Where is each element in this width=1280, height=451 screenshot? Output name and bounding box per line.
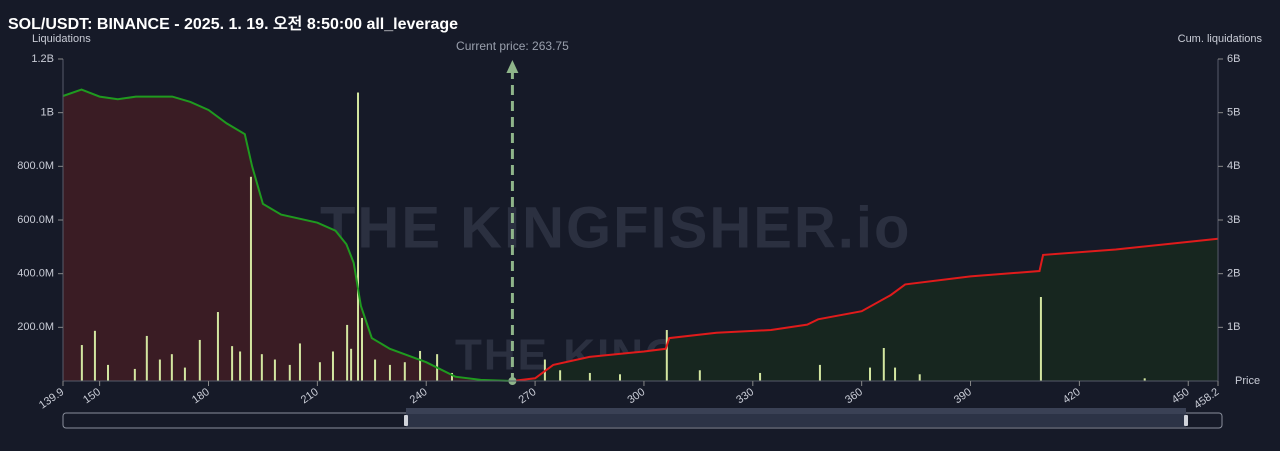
bar (869, 367, 872, 381)
bar (198, 339, 201, 381)
chart-title: SOL/USDT: BINANCE - 2025. 1. 19. 오전 8:50… (8, 15, 458, 33)
x-tick-label: 150 (81, 386, 103, 406)
bar (298, 343, 301, 381)
x-tick-label: 180 (190, 386, 212, 406)
bar (894, 367, 897, 381)
bar (133, 368, 136, 381)
bar (698, 370, 701, 381)
y-tick-label: 1.2B (31, 53, 54, 65)
bar-layer (80, 92, 1146, 382)
x-tick-label: 450 (1170, 386, 1192, 406)
bar (249, 176, 252, 381)
y2-tick-label: 5B (1227, 107, 1240, 119)
cumulative-line (512, 237, 1219, 382)
bar (331, 351, 334, 381)
y-tick-label: 200.0M (17, 321, 54, 333)
bar (80, 345, 83, 381)
bar (288, 364, 291, 381)
bar (350, 348, 353, 381)
bar (273, 359, 276, 381)
bar (357, 92, 360, 382)
bar (588, 372, 591, 381)
bar (106, 364, 109, 381)
bar (618, 374, 621, 381)
bar (216, 312, 219, 381)
current-price-label: Current price: 263.75 (456, 39, 569, 53)
y2-tick-label: 4B (1227, 160, 1240, 172)
bar (239, 351, 242, 381)
bar (665, 330, 668, 381)
bar (231, 346, 234, 381)
y2-tick-label: 6B (1227, 53, 1240, 65)
y2-tick-label: 1B (1227, 321, 1240, 333)
y2-axis-label: Cum. liquidations (1178, 33, 1263, 45)
x-tick-label: 139.9 (37, 386, 66, 412)
x-tick-label: 210 (299, 386, 321, 406)
bar (818, 364, 821, 381)
navigator[interactable] (62, 408, 1223, 429)
y-tick-label: 600.0M (17, 214, 54, 226)
x-tick-label: 300 (625, 386, 647, 406)
bar (403, 362, 406, 381)
y-axis-label: Liquidations (32, 33, 91, 45)
y-tick-label: 800.0M (17, 160, 54, 172)
x-tick-label: 458.2 (1192, 386, 1221, 412)
y2-tick-label: 3B (1227, 214, 1240, 226)
bar (361, 317, 364, 381)
cumulative-line (62, 88, 513, 382)
bar (318, 362, 321, 381)
y-tick-label: 400.0M (17, 268, 54, 280)
bar (450, 372, 453, 381)
bar (918, 374, 921, 381)
bar (1039, 297, 1042, 381)
bar (559, 370, 562, 381)
bar (170, 354, 173, 381)
bar (882, 347, 885, 381)
line-layer (62, 60, 1219, 385)
x-axis-label: Price (1235, 375, 1260, 387)
bar (93, 330, 96, 381)
watermark: THE KINGFISHER.io (320, 195, 911, 260)
x-tick-label: 390 (952, 386, 974, 406)
bar (1143, 378, 1146, 381)
current-price-arrow (506, 60, 519, 73)
bar (158, 359, 161, 381)
navigator-left-handle[interactable] (404, 415, 408, 426)
bar (374, 359, 377, 381)
bar (419, 350, 422, 381)
navigator-right-handle[interactable] (1184, 415, 1188, 426)
x-tick-label: 330 (734, 386, 756, 406)
bar (183, 367, 186, 381)
bar (388, 364, 391, 381)
x-tick-label: 240 (408, 386, 430, 406)
bar (260, 354, 263, 381)
x-tick-label: 270 (517, 386, 539, 406)
y-tick-label: 1B (41, 107, 54, 119)
x-tick-label: 360 (843, 386, 865, 406)
navigator-handle-bar[interactable] (406, 408, 1186, 415)
y2-tick-label: 2B (1227, 268, 1240, 280)
bar (759, 372, 762, 381)
cumulative-area (63, 89, 513, 381)
bar (145, 335, 148, 381)
bar (346, 324, 349, 381)
x-tick-label: 420 (1061, 386, 1083, 406)
navigator-window[interactable] (406, 414, 1186, 427)
